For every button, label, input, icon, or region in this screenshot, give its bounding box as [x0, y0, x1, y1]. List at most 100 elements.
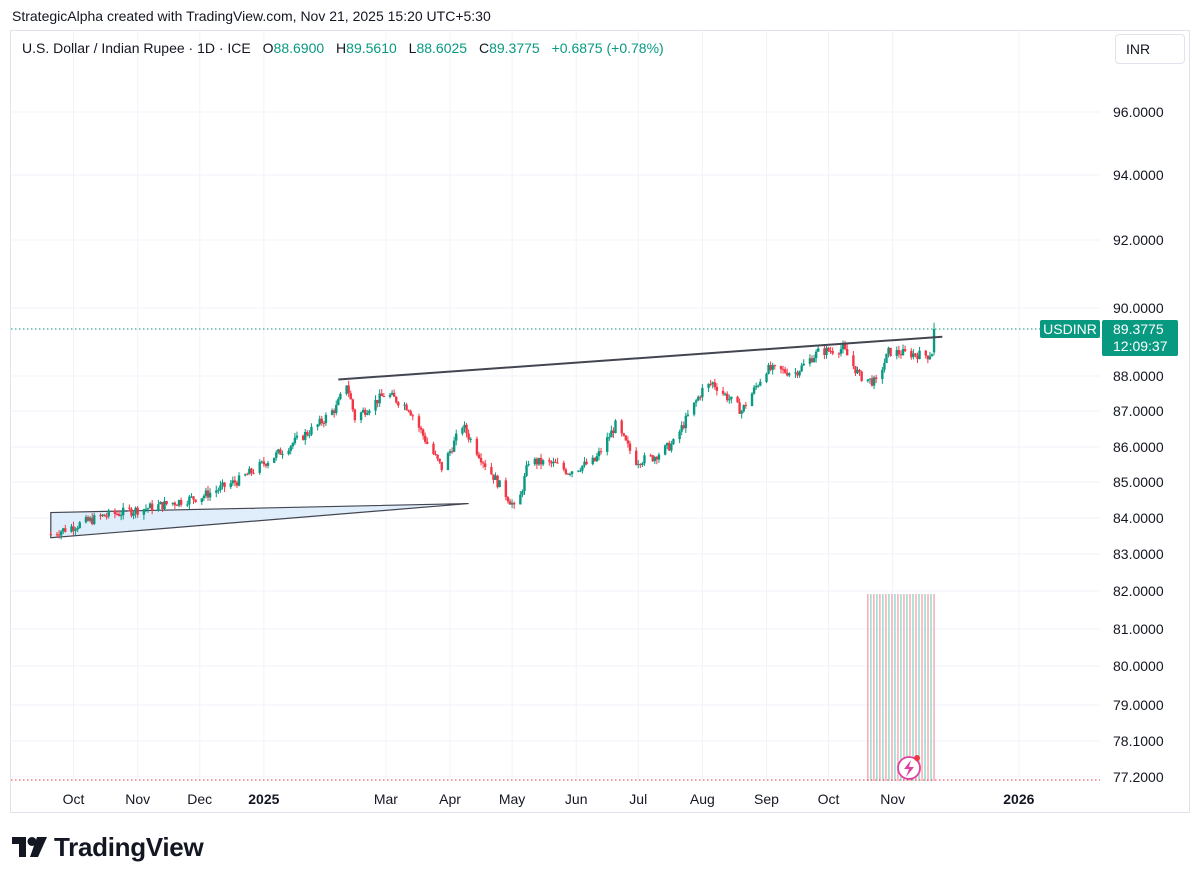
candle-body — [260, 461, 263, 463]
candle-body — [177, 500, 181, 506]
candle-body — [272, 457, 276, 463]
triangle-drawing[interactable] — [50, 502, 469, 539]
candle-body — [570, 471, 574, 474]
y-tick-label: 77.2000 — [1113, 769, 1164, 785]
y-tick-label: 84.0000 — [1113, 510, 1164, 526]
candle-body — [771, 365, 774, 370]
candle-body — [694, 400, 698, 403]
candle-body — [417, 416, 421, 428]
candle-body — [711, 382, 714, 385]
trendline-drawing[interactable] — [338, 335, 943, 381]
symbol-description[interactable]: U.S. Dollar / Indian Rupee · 1D · ICE — [22, 40, 251, 56]
candle-body — [194, 499, 197, 502]
candle-body — [382, 396, 386, 398]
candle-body — [686, 414, 690, 416]
y-tick-label: 94.0000 — [1113, 167, 1164, 183]
candle-body — [330, 410, 334, 415]
candle-body — [316, 424, 319, 427]
candle-body — [78, 522, 81, 528]
candle-body — [57, 534, 61, 536]
candle-body — [496, 475, 499, 488]
candle-body — [858, 369, 861, 372]
candle-body — [353, 409, 357, 421]
candle-body — [653, 457, 657, 462]
candle-body — [322, 423, 326, 425]
candle-body — [246, 474, 249, 476]
candle-body — [144, 508, 148, 510]
y-tick-label: 80.0000 — [1113, 658, 1164, 674]
candle-body — [423, 435, 427, 442]
candle-body — [171, 502, 175, 505]
candle-body — [335, 404, 338, 414]
time-axis: Oct Nov Dec 2025 Mar Apr May Jun Jul Aug Sep Oct Nov… — [63, 791, 1035, 807]
candle-body — [535, 458, 539, 465]
candle-body — [841, 344, 845, 350]
candle-body — [380, 393, 383, 397]
candle-body — [351, 399, 355, 410]
tradingview-mark-icon — [12, 836, 47, 857]
candle-body — [463, 424, 466, 429]
candle-body — [293, 437, 297, 444]
candle-body — [794, 372, 797, 374]
candle-body — [752, 387, 756, 394]
candle-body — [523, 475, 526, 492]
candle-body — [248, 468, 251, 475]
candle-body — [368, 410, 371, 414]
candle-body — [508, 501, 512, 505]
candle-body — [910, 350, 913, 358]
candle-body — [668, 442, 671, 451]
candle-body — [620, 420, 623, 434]
candle-body — [188, 496, 191, 505]
candle-body — [639, 464, 642, 466]
candle-body — [477, 454, 481, 458]
candle-body — [757, 385, 760, 387]
candle-body — [810, 358, 814, 363]
price-tag — [1102, 320, 1178, 357]
candle-body — [392, 392, 396, 397]
currency-label[interactable]: INR — [1115, 34, 1185, 64]
candle-body — [115, 513, 119, 515]
candle-body — [897, 350, 901, 355]
candle-body — [498, 480, 501, 488]
candle-body — [814, 351, 818, 359]
candle-body — [148, 503, 152, 509]
candle-body — [432, 443, 435, 455]
candle-body — [914, 353, 917, 356]
candle-body — [479, 457, 483, 463]
y-tick-label: 88.0000 — [1113, 368, 1164, 384]
candle-body — [310, 426, 313, 435]
candle-body — [289, 446, 292, 451]
candle-body — [262, 461, 266, 465]
candle-body — [93, 515, 96, 525]
candle-body — [831, 351, 834, 354]
candle-body — [657, 454, 661, 460]
candle-body — [928, 356, 932, 360]
candle-body — [901, 349, 905, 356]
candle-body — [872, 377, 876, 386]
candle-body — [868, 378, 872, 380]
candle-body — [829, 350, 832, 352]
candle-body — [624, 435, 628, 441]
candle-body — [132, 513, 135, 516]
candle-body — [556, 462, 559, 464]
candle-body — [72, 526, 75, 531]
candle-body — [409, 410, 412, 416]
lightning-icon[interactable] — [897, 755, 921, 780]
y-tick-label: 82.0000 — [1113, 583, 1164, 599]
candle-body — [231, 480, 235, 484]
candle-body — [903, 349, 907, 351]
candle-body — [562, 462, 565, 470]
candle-body — [622, 433, 625, 436]
candle-body — [157, 504, 160, 511]
candle-body — [521, 491, 524, 495]
candle-body — [912, 353, 915, 358]
candle-body — [769, 364, 772, 370]
candle-body — [506, 497, 510, 502]
candle-body — [320, 418, 323, 424]
candle-body — [680, 425, 683, 432]
candle-body — [885, 353, 888, 363]
candle-body — [539, 457, 543, 465]
candle-body — [165, 501, 168, 505]
